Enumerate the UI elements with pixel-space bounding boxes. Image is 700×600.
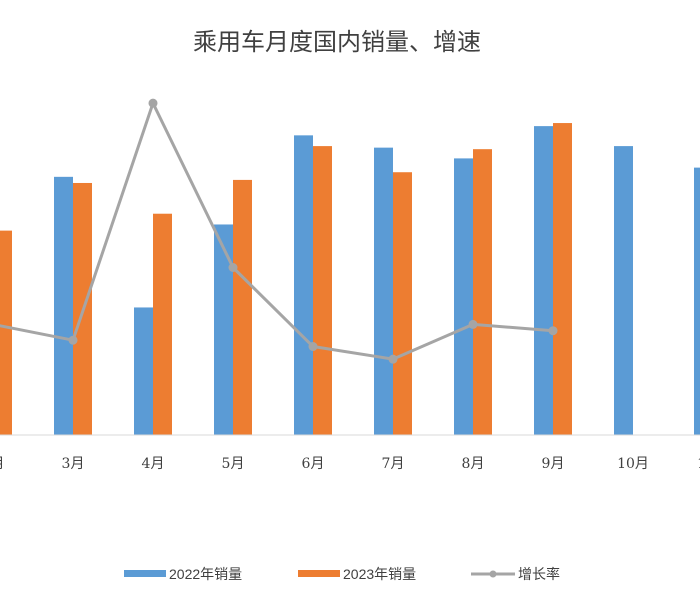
growth-point-4月 <box>148 98 158 108</box>
legend-label-2023: 2023年销量 <box>343 566 416 582</box>
bars <box>0 123 700 436</box>
x-tick-label: 6月 <box>302 456 325 472</box>
bar-2022-8月 <box>454 158 473 435</box>
growth-point-8月 <box>468 319 478 329</box>
legend-label-growth: 增长率 <box>518 566 560 582</box>
bar-2023-8月 <box>473 149 492 435</box>
x-tick-label: 2月 <box>0 456 4 472</box>
bar-2023-2月 <box>0 230 12 435</box>
x-tick-label: 10月 <box>617 456 649 472</box>
x-tick-label: 7月 <box>382 456 405 472</box>
bar-2022-11月 <box>694 167 700 435</box>
x-tick-label: 9月 <box>542 456 565 472</box>
bar-2022-3月 <box>54 176 73 435</box>
x-tick-label: 8月 <box>462 456 485 472</box>
growth-point-7月 <box>388 354 398 364</box>
bar-2022-5月 <box>214 224 233 435</box>
bar-2022-10月 <box>614 146 633 435</box>
growth-point-5月 <box>228 263 238 272</box>
growth-point-9月 <box>548 326 558 336</box>
x-tick-labels: 2月 3月 4月 5月 6月 7月 8月 9月 10月 11月 <box>0 456 700 472</box>
bar-2023-5月 <box>233 179 252 435</box>
chart-title: 乘用车月度国内销量、增速 <box>193 28 481 56</box>
legend-swatch-2023 <box>298 570 340 577</box>
x-tick-label: 4月 <box>142 456 165 472</box>
x-tick-label: 11月 <box>697 456 700 472</box>
legend-marker-growth <box>489 570 497 578</box>
legend: 2022年销量 2023年销量 增长率 <box>124 566 560 582</box>
x-tick-label: 3月 <box>62 456 85 472</box>
growth-line <box>0 101 554 361</box>
bar-2022-9月 <box>534 126 553 436</box>
bar-2022-4月 <box>134 307 153 435</box>
growth-point-3月 <box>68 335 78 345</box>
legend-label-2022: 2022年销量 <box>169 566 242 582</box>
bar-2023-4月 <box>153 213 172 435</box>
growth-point-6月 <box>308 342 318 352</box>
bar-2023-7月 <box>393 172 412 435</box>
bar-2023-9月 <box>553 123 572 435</box>
bar-2023-6月 <box>313 146 332 435</box>
bar-2022-7月 <box>374 147 393 435</box>
bar-2022-6月 <box>294 135 313 435</box>
x-tick-label: 5月 <box>222 456 245 472</box>
growth-line-group <box>0 98 558 364</box>
legend-swatch-2022 <box>124 570 166 577</box>
